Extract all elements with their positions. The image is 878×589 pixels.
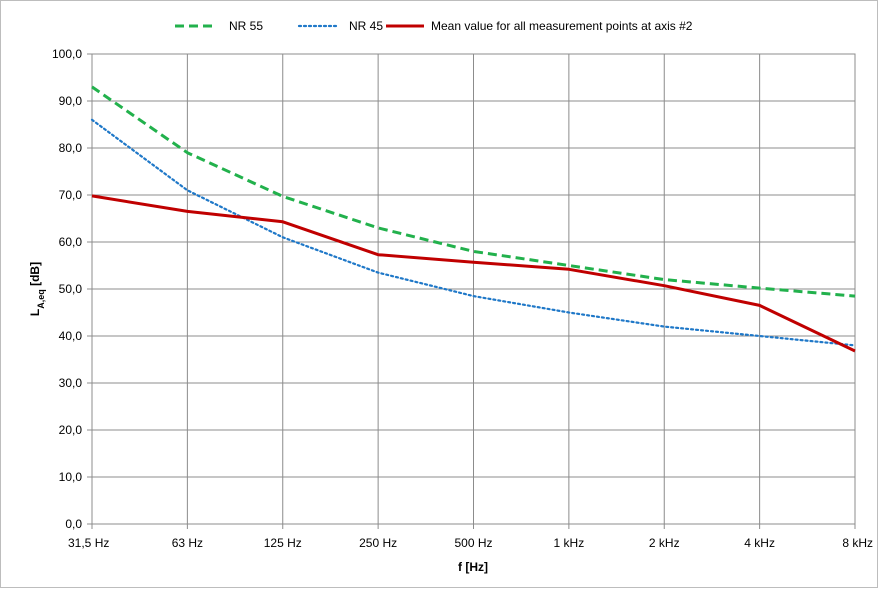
x-tick-label: 4 kHz — [744, 536, 775, 550]
y-tick-label: 0,0 — [65, 517, 82, 531]
x-tick-label: 1 kHz — [554, 536, 585, 550]
x-tick-label: 250 Hz — [359, 536, 397, 550]
series-layer — [90, 85, 857, 353]
x-tick-label: 125 Hz — [264, 536, 302, 550]
grid-layer — [87, 53, 856, 529]
series-line-3 — [91, 194, 856, 353]
x-tick-label: 31,5 Hz — [68, 536, 109, 550]
x-tick-label: 63 Hz — [172, 536, 203, 550]
y-tick-label: 70,0 — [59, 188, 83, 202]
series-line-1 — [91, 85, 856, 298]
x-tick-label: 8 kHz — [842, 536, 873, 550]
tick-layer: 0,0 10,0 20,0 30,0 40,0 50,0 60,0 70,0 80,0 90,0 1… — [52, 47, 873, 550]
legend-label-1: NR 55 — [229, 19, 263, 33]
y-tick-label: 90,0 — [59, 94, 83, 108]
y-axis-title-main: L — [28, 309, 42, 316]
y-axis-title-unit: [dB] — [28, 262, 42, 289]
x-tick-label: 500 Hz — [454, 536, 492, 550]
y-tick-label: 80,0 — [59, 141, 83, 155]
y-tick-label: 100,0 — [52, 47, 82, 61]
y-tick-label: 40,0 — [59, 329, 83, 343]
y-tick-label: 50,0 — [59, 282, 83, 296]
x-axis-title: f [Hz] — [458, 560, 488, 574]
legend-label-3: Mean value for all measurement points at… — [431, 19, 693, 33]
series-line-2 — [90, 118, 857, 347]
legend: NR 55 NR 45 Mean value for all measurement… — [175, 19, 693, 33]
legend-label-2: NR 45 — [349, 19, 383, 33]
y-axis-title: LA,eq [dB] — [28, 262, 46, 316]
y-tick-label: 10,0 — [59, 470, 83, 484]
x-tick-label: 2 kHz — [649, 536, 680, 550]
y-tick-label: 60,0 — [59, 235, 83, 249]
y-tick-label: 30,0 — [59, 376, 83, 390]
y-axis-title-sub: A,eq — [36, 289, 46, 309]
y-tick-label: 20,0 — [59, 423, 83, 437]
